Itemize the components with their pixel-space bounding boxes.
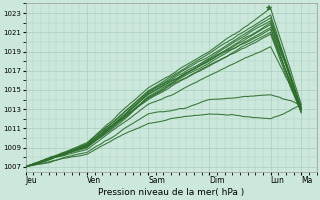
X-axis label: Pression niveau de la mer( hPa ): Pression niveau de la mer( hPa ): [98, 188, 244, 197]
